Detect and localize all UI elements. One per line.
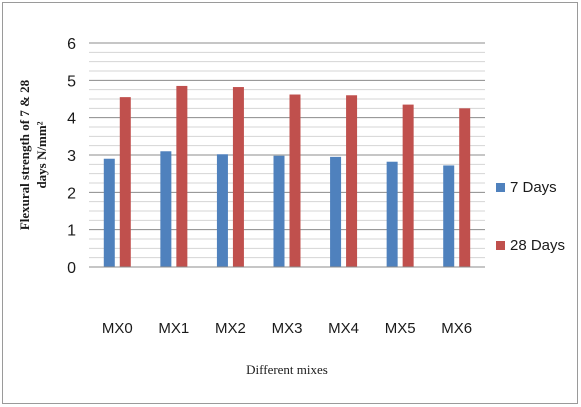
bar-mx5-28-days [402,104,414,267]
y-axis-title-line2: days N/mm² [34,121,49,188]
bar-mx6-28-days [459,108,471,267]
x-tick-label: MX5 [385,320,416,337]
y-tick-label: 5 [67,73,76,90]
y-tick-label: 0 [67,260,76,277]
y-tick-label: 6 [67,36,76,53]
legend-swatch [496,183,505,192]
y-axis-ticks: 0 1 2 3 4 5 6 [67,36,76,277]
bar-mx6-7-days [443,165,455,267]
x-tick-label: MX6 [441,320,472,337]
y-tick-label: 3 [67,148,76,165]
y-tick-label: 1 [67,223,76,240]
x-tick-label: MX1 [158,320,189,337]
y-tick-label: 2 [67,185,76,202]
x-tick-label: MX2 [215,320,246,337]
bar-mx2-7-days [216,154,228,267]
bar-mx1-28-days [176,85,188,267]
x-tick-label: MX3 [272,320,303,337]
y-axis-title-line1: Flexural strength of 7 & 28 [17,79,32,230]
y-axis-title: Flexural strength of 7 & 28 days N/mm² [17,79,49,230]
bar-chart: 0 1 2 3 4 5 6 MX0 MX1 MX2 MX3 MX4 MX5 MX6 Flexural s… [17,36,565,377]
bar-mx5-7-days [386,161,398,267]
legend-label: 28 Days [510,237,565,254]
chart-frame: 0 1 2 3 4 5 6 MX0 MX1 MX2 MX3 MX4 MX5 MX6 Flexural s… [2,2,578,404]
y-tick-label: 4 [67,111,76,128]
bar-mx1-7-days [160,151,172,267]
legend: 7 Days 28 Days [496,179,565,254]
bar-mx2-28-days [232,87,244,267]
x-tick-label: MX0 [102,320,133,337]
bar-mx3-7-days [273,155,285,267]
bars [103,85,471,268]
bar-mx0-28-days [119,97,131,267]
legend-swatch [496,241,505,250]
legend-label: 7 Days [510,179,557,196]
x-tick-label: MX4 [328,320,359,337]
bar-mx4-7-days [330,156,342,267]
bar-mx0-7-days [103,158,115,267]
bar-mx4-28-days [346,95,358,268]
x-axis-categories: MX0 MX1 MX2 MX3 MX4 MX5 MX6 [102,320,472,337]
bar-mx3-28-days [289,94,301,268]
x-axis-title: Different mixes [246,362,328,377]
gridlines [89,42,485,259]
